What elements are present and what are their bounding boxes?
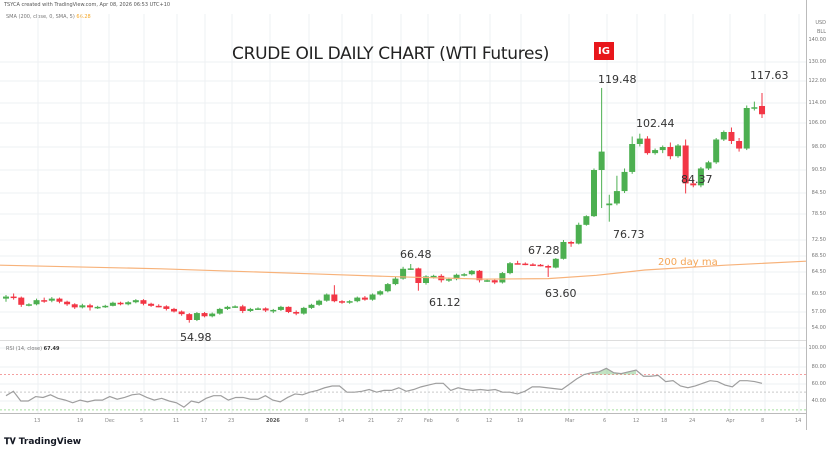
- annotation-66-48: 66.48: [400, 248, 432, 261]
- sma-legend[interactable]: SMA (200, close, 0, SMA, 5) 66.28: [6, 14, 91, 20]
- rsi-legend[interactable]: RSI (14, close) 67.49: [6, 346, 59, 352]
- time-axis-label: 12: [633, 418, 640, 424]
- rsi-axis-label: 40.00: [811, 398, 826, 404]
- rsi-legend-label: RSI (14, close): [6, 346, 43, 352]
- time-axis-label: Feb: [424, 418, 433, 424]
- time-axis-label: 18: [661, 418, 668, 424]
- tradingview-brand: TradingView: [18, 437, 82, 447]
- time-axis-label: 13: [34, 418, 41, 424]
- time-axis-label: 17: [201, 418, 208, 424]
- time-axis-label: 14: [338, 418, 345, 424]
- annotation-low-63-60: 63.60: [545, 287, 577, 300]
- annotation-67-28: 67.28: [528, 244, 560, 257]
- price-axis-label: 130.00: [808, 59, 827, 65]
- tradingview-logo[interactable]: 𝐓𝐕 TradingView: [4, 437, 81, 447]
- time-axis-label: 2026: [266, 418, 280, 424]
- annotation-high-119-48: 119.48: [598, 73, 637, 86]
- time-axis-label: 6: [603, 418, 607, 424]
- price-axis-label: 64.50: [811, 269, 826, 275]
- chart-title: CRUDE OIL DAILY CHART (WTI Futures): [232, 44, 550, 64]
- price-axis-label: 72.50: [811, 237, 826, 243]
- time-axis-label: 11: [173, 418, 180, 424]
- rsi-legend-value: 67.49: [43, 346, 60, 352]
- time-axis-border: [0, 413, 806, 414]
- price-axis-border: [806, 0, 807, 430]
- annotation-high-117-63: 117.63: [750, 69, 789, 82]
- time-axis-label: 19: [77, 418, 84, 424]
- price-axis-currency: USD: [815, 20, 826, 26]
- price-axis-unit: BLL: [816, 29, 826, 35]
- time-axis-label: 8: [761, 418, 765, 424]
- rsi-axis-label: 100.00: [808, 345, 827, 351]
- annotation-low-76-73: 76.73: [613, 228, 645, 241]
- time-axis-label: 23: [228, 418, 235, 424]
- time-axis-label: Apr: [726, 418, 735, 424]
- price-axis-label: 90.50: [811, 167, 826, 173]
- price-axis-label: 98.00: [811, 144, 826, 150]
- price-axis-label: 122.00: [808, 78, 827, 84]
- price-axis-label: 60.50: [811, 291, 826, 297]
- created-with-tradingview-text: TSYCA created with TradingView.com, Apr …: [4, 2, 171, 8]
- time-axis-label: 8: [305, 418, 309, 424]
- time-axis-label: 19: [517, 418, 524, 424]
- sma-legend-label: SMA (200, close, 0, SMA, 5): [6, 14, 75, 20]
- time-axis-label: 24: [689, 418, 696, 424]
- time-axis-label: 27: [397, 418, 404, 424]
- rsi-axis-label: 60.00: [811, 381, 826, 387]
- annotation-high-102-44: 102.44: [636, 117, 675, 130]
- time-axis-label: Dec: [105, 418, 115, 424]
- annotation-low-54-98: 54.98: [180, 331, 212, 344]
- rsi-axis-label: 80.00: [811, 364, 826, 370]
- time-axis-label: 14: [795, 418, 802, 424]
- sma-legend-value: 66.28: [76, 14, 91, 20]
- ma-200-label: 200 day ma: [658, 257, 718, 268]
- annotation-low-61-12: 61.12: [429, 296, 461, 309]
- time-axis-label: 21: [368, 418, 375, 424]
- time-axis-label: 12: [486, 418, 493, 424]
- price-axis-label: 54.00: [811, 325, 826, 331]
- price-axis-label: 78.50: [811, 211, 826, 217]
- tradingview-mark-icon: 𝐓𝐕: [4, 437, 16, 447]
- ig-logo: IG: [594, 42, 614, 60]
- price-axis-label: 140.00: [808, 37, 827, 43]
- price-axis-label: 106.00: [808, 120, 827, 126]
- price-axis-label: 84.50: [811, 190, 826, 196]
- price-axis-label: 57.00: [811, 309, 826, 315]
- price-axis-label: 68.50: [811, 253, 826, 259]
- pane-separator[interactable]: [0, 340, 806, 341]
- annotation-low-84-37: 84.37: [681, 173, 713, 186]
- time-axis-label: 6: [456, 418, 460, 424]
- time-axis-label: 5: [140, 418, 144, 424]
- price-axis-label: 114.00: [808, 100, 827, 106]
- time-axis-label: Mar: [565, 418, 575, 424]
